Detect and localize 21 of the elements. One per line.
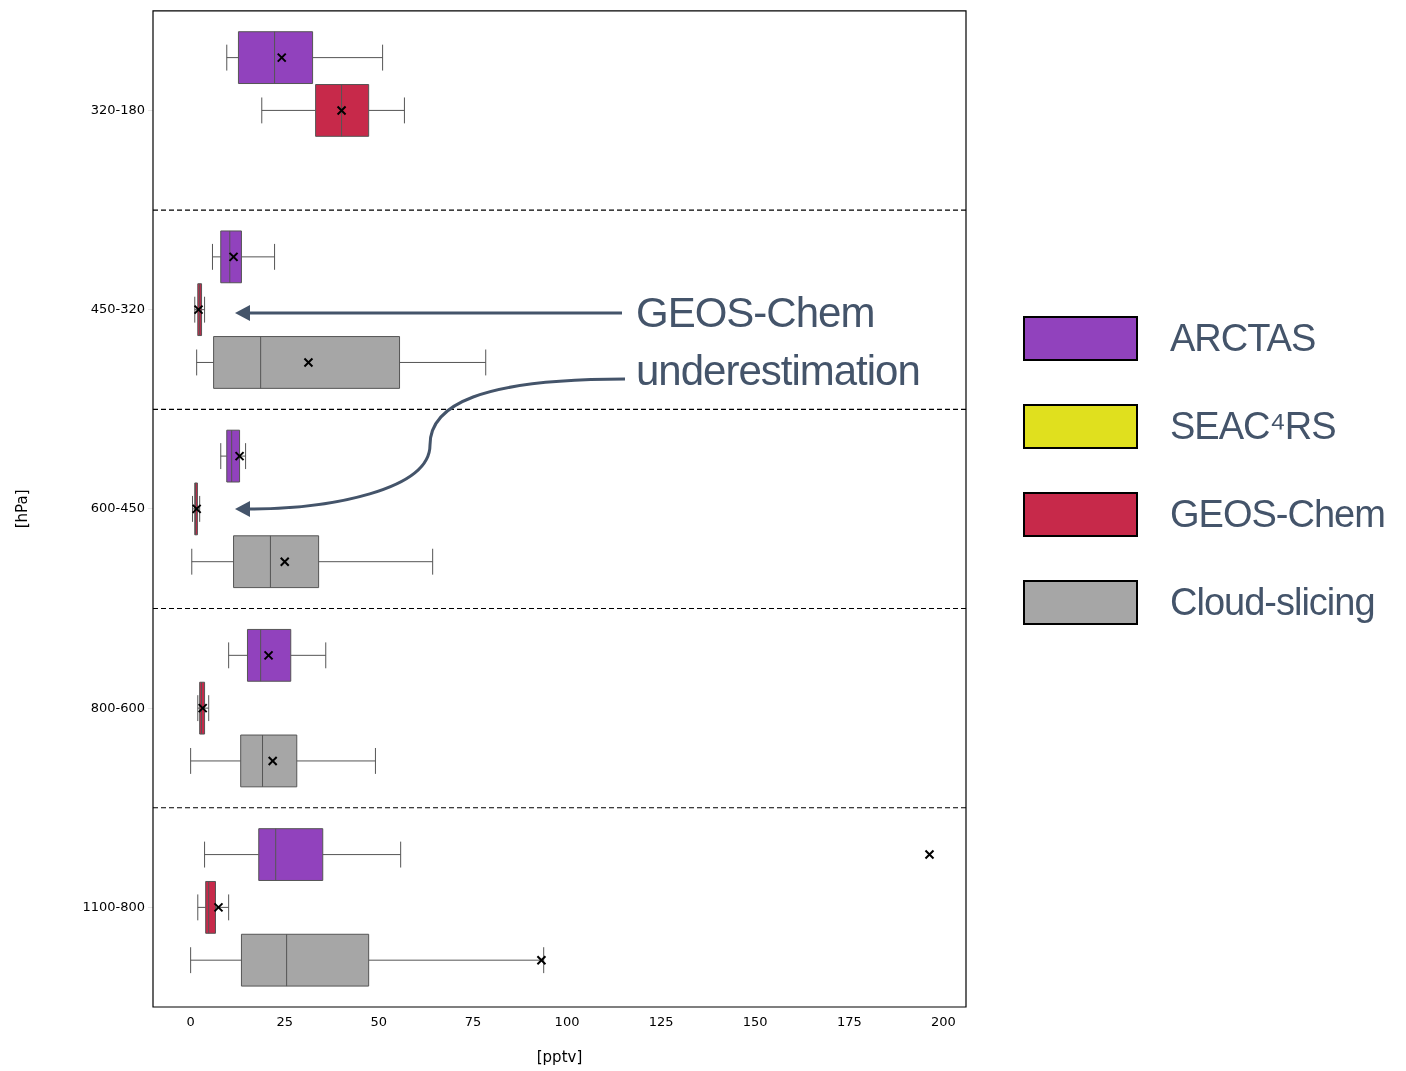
- y-tick-label: 600-450: [90, 500, 145, 516]
- y-tick-label: 1100-800: [82, 898, 145, 914]
- x-tick-label: 175: [836, 1014, 862, 1030]
- y-axis-title: [hPa]: [12, 489, 31, 529]
- annotation: GEOS-Chem underestimation: [636, 288, 921, 396]
- y-tick-label: 800-600: [90, 699, 145, 715]
- legend-label: ARCTAS: [1170, 316, 1316, 360]
- x-tick-label: 125: [648, 1014, 674, 1030]
- legend-label: GEOS-Chem: [1170, 492, 1385, 536]
- x-axis-title: [pptv]: [536, 1047, 583, 1066]
- x-tick-label: 150: [742, 1014, 768, 1030]
- x-tick-label: 200: [931, 1014, 956, 1030]
- legend-label: Cloud-slicing: [1170, 580, 1375, 624]
- x-tick-label: 25: [276, 1014, 294, 1030]
- x-tick-label: 75: [464, 1014, 482, 1030]
- x-tick-label: 50: [370, 1014, 388, 1030]
- x-tick-label: 0: [186, 1014, 195, 1030]
- y-tick-label: 450-320: [90, 301, 145, 317]
- x-tick-label: 100: [554, 1014, 580, 1030]
- y-tick-label: 320-180: [90, 101, 145, 117]
- legend-label: SEAC⁴RS: [1170, 404, 1336, 448]
